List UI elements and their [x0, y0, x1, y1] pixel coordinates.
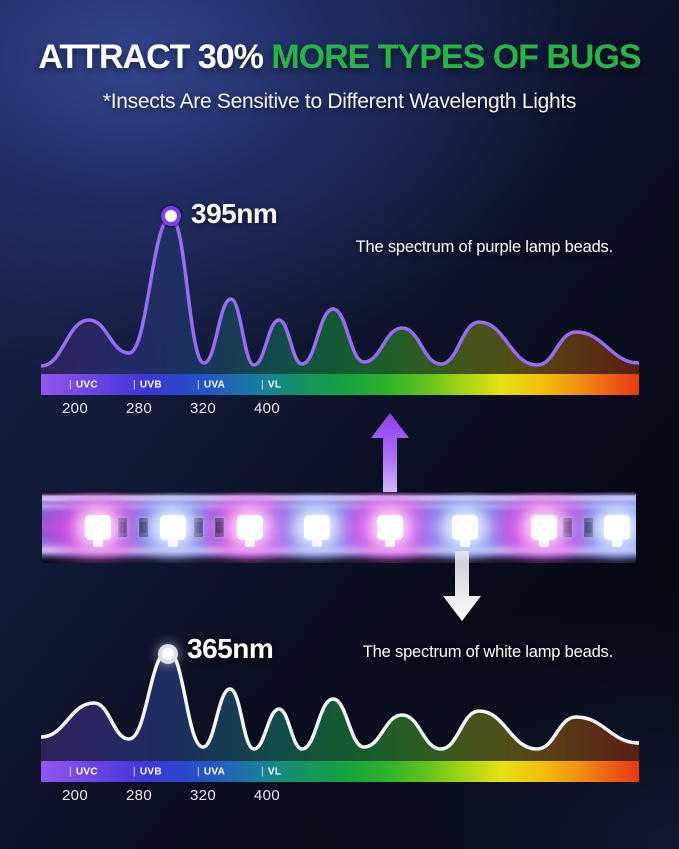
band-tick-icon: |	[133, 379, 136, 390]
resistor-icon	[116, 516, 129, 539]
white-spectrum-curve	[41, 649, 639, 761]
tick-280: 280	[126, 400, 152, 417]
purple-spectrum-chart: 395nm The spectrum of purple lamp beads.…	[41, 198, 639, 420]
resistor-icon	[582, 516, 595, 539]
resistor-pair	[192, 516, 230, 540]
band-tick-icon: |	[69, 766, 72, 777]
title-white-part: ATTRACT 30%	[38, 38, 272, 76]
led-strip	[42, 492, 636, 563]
peak-marker-dot	[161, 206, 181, 226]
band-tick-icon: |	[261, 379, 264, 390]
band-tick-icon: |	[197, 766, 200, 777]
page-subtitle: *Insects Are Sensitive to Different Wave…	[102, 90, 577, 113]
tick-320: 320	[190, 787, 216, 804]
band-label-uvc: | UVC	[69, 379, 98, 390]
led-white	[160, 515, 186, 547]
up-arrow-icon	[371, 413, 409, 498]
resistor-icon	[137, 516, 150, 539]
led-white	[452, 515, 478, 547]
band-tick-icon: |	[133, 766, 136, 777]
purple-spectrum-curve	[41, 214, 639, 374]
resistor-pair	[116, 516, 154, 540]
band-label-uva: | UVA	[197, 379, 226, 390]
band-label-uvc: | UVC	[69, 766, 98, 777]
tick-280: 280	[126, 787, 152, 804]
spectrum-color-bar: | UVC | UVB | UVA | VL	[41, 761, 639, 782]
title-green-part: MORE TYPES OF BUGS	[271, 38, 641, 76]
wavelength-ticks: 200 280 320 400	[41, 787, 639, 807]
led-purple	[237, 515, 263, 547]
led-purple	[531, 515, 557, 547]
peak-wavelength-label: 395nm	[191, 198, 278, 229]
band-label-vl: | VL	[261, 766, 282, 777]
tick-400: 400	[254, 787, 280, 804]
peak-wavelength-label: 365nm	[187, 633, 274, 664]
peak-marker-dot	[158, 644, 178, 664]
tick-400: 400	[254, 400, 280, 417]
tick-200: 200	[62, 787, 88, 804]
led-white	[304, 515, 330, 547]
tick-200: 200	[62, 400, 88, 417]
band-tick-icon: |	[69, 379, 72, 390]
band-tick-icon: |	[197, 379, 200, 390]
band-label-vl: | VL	[261, 379, 282, 390]
chart-caption: The spectrum of white lamp beads.	[362, 643, 613, 661]
spectrum-color-bar: | UVC | UVB | UVA | VL	[41, 374, 639, 395]
wavelength-ticks: 200 280 320 400	[41, 400, 639, 420]
band-label-uva: | UVA	[197, 766, 226, 777]
resistor-pair	[561, 516, 599, 540]
led-purple	[85, 515, 111, 547]
resistor-icon	[192, 516, 205, 539]
page-title: ATTRACT 30% MORE TYPES OF BUGS	[0, 38, 679, 77]
band-label-uvb: | UVB	[133, 766, 162, 777]
band-label-uvb: | UVB	[133, 379, 162, 390]
white-spectrum-chart: 365nm The spectrum of white lamp beads. …	[41, 633, 639, 807]
chart-caption: The spectrum of purple lamp beads.	[355, 238, 614, 256]
led-white	[604, 515, 630, 547]
band-tick-icon: |	[261, 766, 264, 777]
resistor-icon	[213, 516, 226, 539]
down-arrow-icon	[443, 551, 481, 621]
tick-320: 320	[190, 400, 216, 417]
led-purple	[377, 515, 403, 547]
resistor-icon	[561, 516, 574, 539]
